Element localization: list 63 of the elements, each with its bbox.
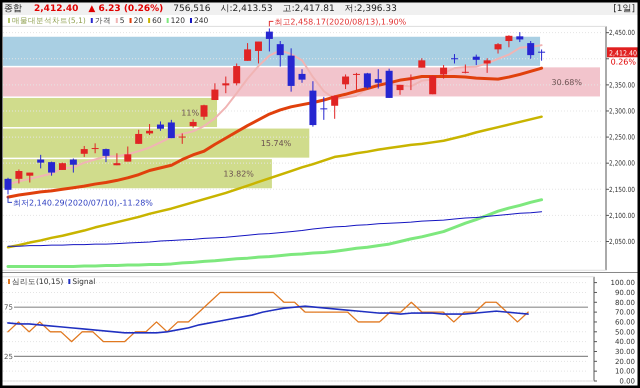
- candlestick: [211, 82, 218, 101]
- data-label: 30.68%: [551, 78, 582, 87]
- candlestick: [342, 74, 350, 90]
- candlestick: [298, 68, 306, 84]
- candlestick: [374, 68, 382, 90]
- candlestick: [233, 62, 240, 86]
- text: ▲ 6.23 (0.26%): [88, 4, 164, 14]
- candlestick: [462, 64, 469, 74]
- candlestick: [527, 40, 534, 60]
- candlestick: [494, 42, 502, 54]
- candlestick: [429, 74, 436, 95]
- text: 시:2,413.53: [220, 4, 273, 14]
- candlestick: [102, 148, 110, 163]
- candlestick: [472, 54, 480, 66]
- candlestick: [135, 129, 142, 144]
- candlestick: [222, 76, 230, 94]
- text: 0.26%: [610, 57, 636, 66]
- candlestick: [407, 74, 414, 91]
- candlestick: [168, 119, 175, 139]
- candlestick: [484, 58, 491, 74]
- data-label: 15.74%: [260, 139, 292, 148]
- text: 저:2,396.33: [344, 4, 397, 14]
- candlestick: [37, 154, 44, 169]
- candlestick: [48, 161, 56, 176]
- text: 최고2,458.17(2020/08/13),1.90%: [274, 17, 407, 26]
- candlestick: [200, 104, 208, 120]
- candlestick: [450, 54, 458, 64]
- text: 고:2,417.81: [282, 4, 335, 14]
- candlestick: [440, 64, 448, 80]
- bar: [3, 36, 540, 66]
- candlestick: [124, 146, 132, 162]
- candlestick: [146, 124, 154, 136]
- line-series: [8, 211, 542, 247]
- candlestick: [516, 32, 524, 43]
- text: 2,412.40: [34, 4, 78, 14]
- candlestick: [70, 158, 77, 174]
- chart-title: 종합: [4, 4, 22, 14]
- data-label: 11%: [181, 108, 200, 118]
- candlestick: [331, 94, 338, 120]
- candlestick: [80, 145, 88, 158]
- candlestick: [352, 72, 360, 92]
- candlestick: [276, 40, 284, 68]
- candlestick: [320, 96, 328, 120]
- candlestick: [266, 28, 273, 52]
- candlestick: [244, 42, 252, 62]
- candlestick: [92, 142, 99, 154]
- text: 756,516: [173, 4, 211, 14]
- line-series: [6, 115, 543, 248]
- candlestick: [15, 168, 22, 184]
- candlestick: [364, 72, 371, 90]
- annotation: 최저2,140.29(2020/07/10),-11.28%: [13, 198, 154, 208]
- candlestick: [254, 41, 262, 64]
- text: [1일]: [613, 4, 635, 14]
- candlestick: [178, 132, 186, 144]
- candlestick: [4, 177, 12, 195]
- candlestick: [538, 48, 546, 62]
- line-series: [6, 66, 544, 199]
- candlestick: [505, 34, 512, 48]
- candlestick: [26, 172, 34, 183]
- candlestick: [156, 120, 164, 132]
- data-label: 13.82%: [223, 170, 254, 179]
- line-series: [6, 198, 544, 268]
- candlestick: [113, 152, 120, 166]
